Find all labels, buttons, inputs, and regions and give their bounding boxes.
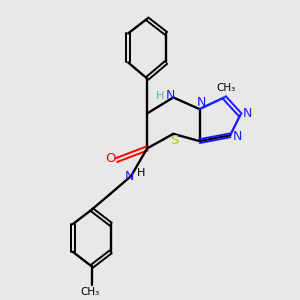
Text: N: N	[243, 107, 252, 120]
Text: O: O	[105, 152, 115, 165]
Text: CH₃: CH₃	[216, 83, 236, 93]
Text: N: N	[196, 96, 206, 109]
Text: H: H	[156, 91, 164, 101]
Text: CH₃: CH₃	[81, 287, 100, 297]
Text: N: N	[125, 169, 134, 183]
Text: H: H	[137, 168, 146, 178]
Text: N: N	[166, 89, 175, 103]
Text: S: S	[171, 134, 179, 147]
Text: N: N	[233, 130, 242, 143]
